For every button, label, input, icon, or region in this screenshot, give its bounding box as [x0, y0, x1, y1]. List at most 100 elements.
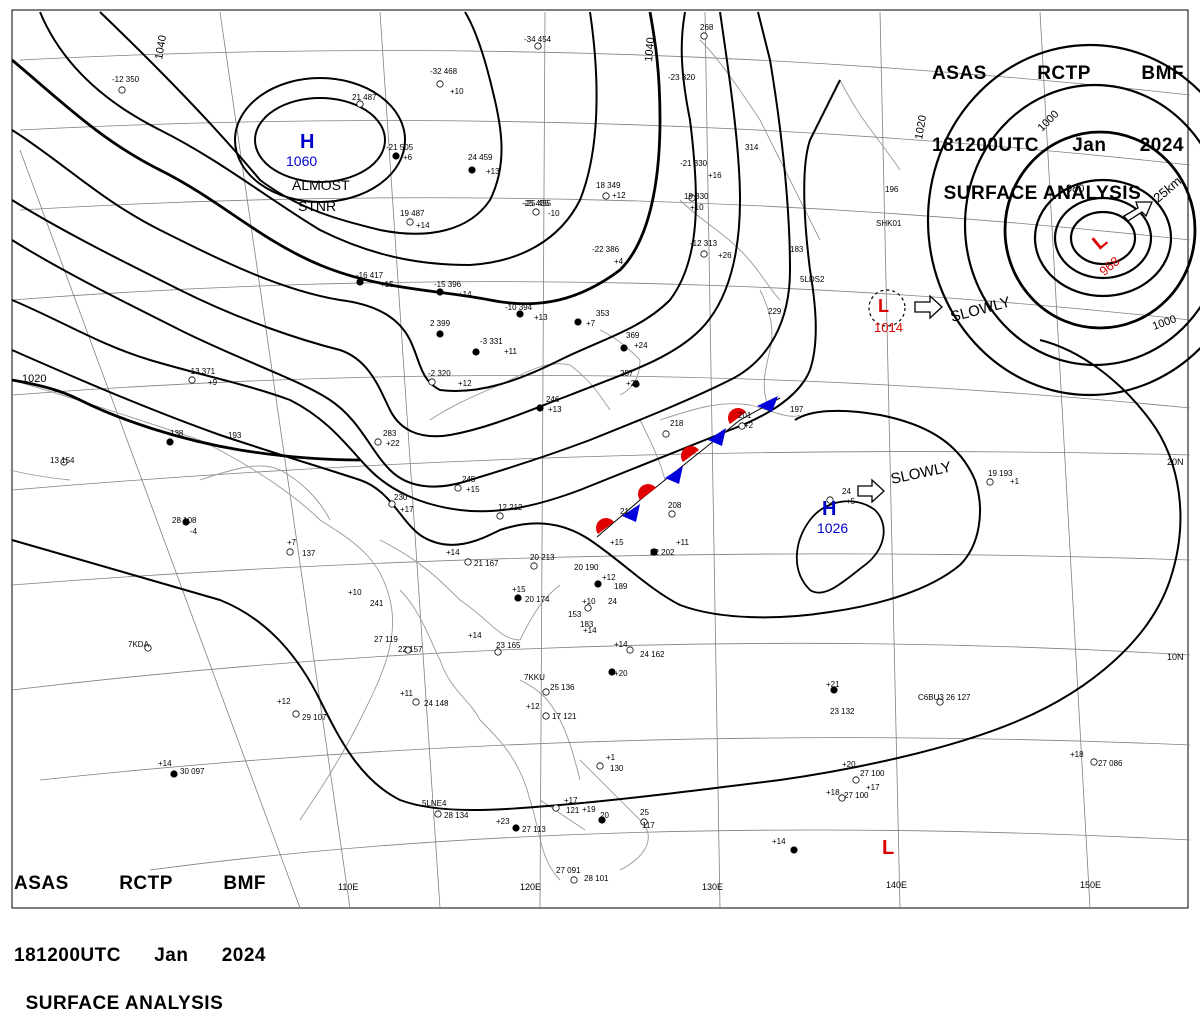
- header-line-2: 181200UTC Jan 2024: [14, 944, 266, 968]
- station-marker: [602, 192, 610, 200]
- station-label: 257: [620, 369, 634, 378]
- station-label: +17: [400, 505, 414, 514]
- station-label: 30 097: [180, 767, 205, 776]
- station-label: -23 320: [668, 73, 696, 82]
- station-label: 2 399: [430, 319, 451, 328]
- chart-type: SURFACE ANALYSIS: [943, 183, 1142, 204]
- station-label: -2 320: [428, 369, 451, 378]
- station-label: +2: [744, 421, 754, 430]
- station-marker: [436, 80, 444, 88]
- station-label: 24 148: [424, 699, 449, 708]
- station-marker: [936, 698, 944, 706]
- station-label: 27 113: [522, 825, 546, 834]
- station-label: -10: [548, 209, 560, 218]
- station-label: -16 417: [356, 271, 384, 280]
- station-marker: [436, 330, 444, 338]
- chart-type: SURFACE ANALYSIS: [25, 993, 224, 1014]
- station-label: +14: [158, 759, 172, 768]
- station-label: +23: [496, 817, 510, 826]
- header-bottom-left: ASAS RCTP BMF 181200UTC Jan 2024 SURFACE…: [14, 824, 266, 1016]
- station-label: +10: [690, 203, 704, 212]
- high-value: 1026: [817, 520, 848, 536]
- stationary-front: [596, 396, 781, 538]
- station-label: +14: [468, 631, 482, 640]
- station-label: 138: [170, 429, 184, 438]
- station-label: +16: [708, 171, 722, 180]
- station-label: +14: [772, 837, 786, 846]
- station-code: RCTP: [119, 873, 173, 894]
- station-label: -3 331: [480, 337, 503, 346]
- time-code: 181200UTC: [14, 945, 121, 966]
- year: 2024: [221, 945, 266, 966]
- station-label: +15: [466, 485, 480, 494]
- station-label: 196: [885, 185, 899, 194]
- station-label: 20 174: [525, 595, 550, 604]
- station-label: 353: [596, 309, 610, 318]
- station-label: -32 468: [430, 67, 458, 76]
- station-label: +14: [416, 221, 430, 230]
- station-label: 193: [228, 431, 242, 440]
- station-label: 21: [620, 507, 629, 516]
- station-label: SHK01: [876, 219, 902, 228]
- station-label: 229: [768, 307, 782, 316]
- station-marker: [356, 100, 364, 108]
- almost-stnr-line1: ALMOST: [292, 177, 350, 193]
- station-label: 28 101: [584, 874, 609, 883]
- station-label: 27 100: [860, 769, 885, 778]
- station-marker: [454, 484, 462, 492]
- station-marker: [464, 558, 472, 566]
- station-marker: [434, 810, 442, 818]
- lon-label-150e: 150E: [1080, 880, 1101, 890]
- station-label: 24 459: [468, 153, 493, 162]
- high-value: 1060: [286, 153, 317, 169]
- station-label: 19 330: [684, 192, 709, 201]
- station-marker: [620, 344, 628, 352]
- station-label: 153: [568, 610, 582, 619]
- station-label: +10: [450, 87, 464, 96]
- station-marker: [436, 288, 444, 296]
- station-label: -12 313: [690, 239, 718, 248]
- station-label: 19 487: [400, 209, 425, 218]
- station-marker: [570, 876, 578, 884]
- station-code: RCTP: [1037, 63, 1091, 84]
- station-marker: [428, 378, 436, 386]
- station-marker: [404, 646, 412, 654]
- station-label: +15: [380, 280, 394, 289]
- isobar-label: 1020: [22, 373, 46, 385]
- station-marker: [668, 510, 676, 518]
- station-label: 218: [670, 419, 684, 428]
- station-label: 241: [370, 599, 384, 608]
- station-label: 27 100: [844, 791, 869, 800]
- station-label: 137: [302, 549, 316, 558]
- station-label: +12: [526, 702, 540, 711]
- station-label: 24: [842, 487, 851, 496]
- high-symbol: H: [300, 131, 314, 153]
- station-marker: [144, 644, 152, 652]
- station-label: -15 396: [434, 280, 462, 289]
- arrow-icon: [1123, 201, 1153, 222]
- station-marker: [598, 816, 606, 824]
- station-marker: [584, 604, 592, 612]
- station-label: 28 108: [172, 516, 197, 525]
- station-label: -25 455: [522, 199, 550, 208]
- station-label: -21 330: [680, 159, 708, 168]
- lon-label-120e: 120E: [520, 882, 541, 892]
- station-marker: [626, 646, 634, 654]
- year: 2024: [1139, 135, 1184, 156]
- station-label: +7: [586, 319, 596, 328]
- station-label: 19 193: [988, 469, 1013, 478]
- station-label: -4: [190, 527, 198, 536]
- station-label: +6: [403, 153, 413, 162]
- station-label: 283: [383, 429, 397, 438]
- station-label: 27 086: [1098, 759, 1123, 768]
- station-marker: [826, 496, 834, 504]
- station-label: 27 091: [556, 866, 581, 875]
- lat-label-20n: 20N: [1167, 457, 1184, 467]
- station-label: +1: [606, 753, 616, 762]
- station-label: +14: [614, 640, 628, 649]
- station-label: -13 371: [188, 367, 216, 376]
- station-marker: [852, 776, 860, 784]
- station-marker: [412, 698, 420, 706]
- isobar-label: 1040: [643, 37, 657, 62]
- arrow-icon: [857, 478, 885, 504]
